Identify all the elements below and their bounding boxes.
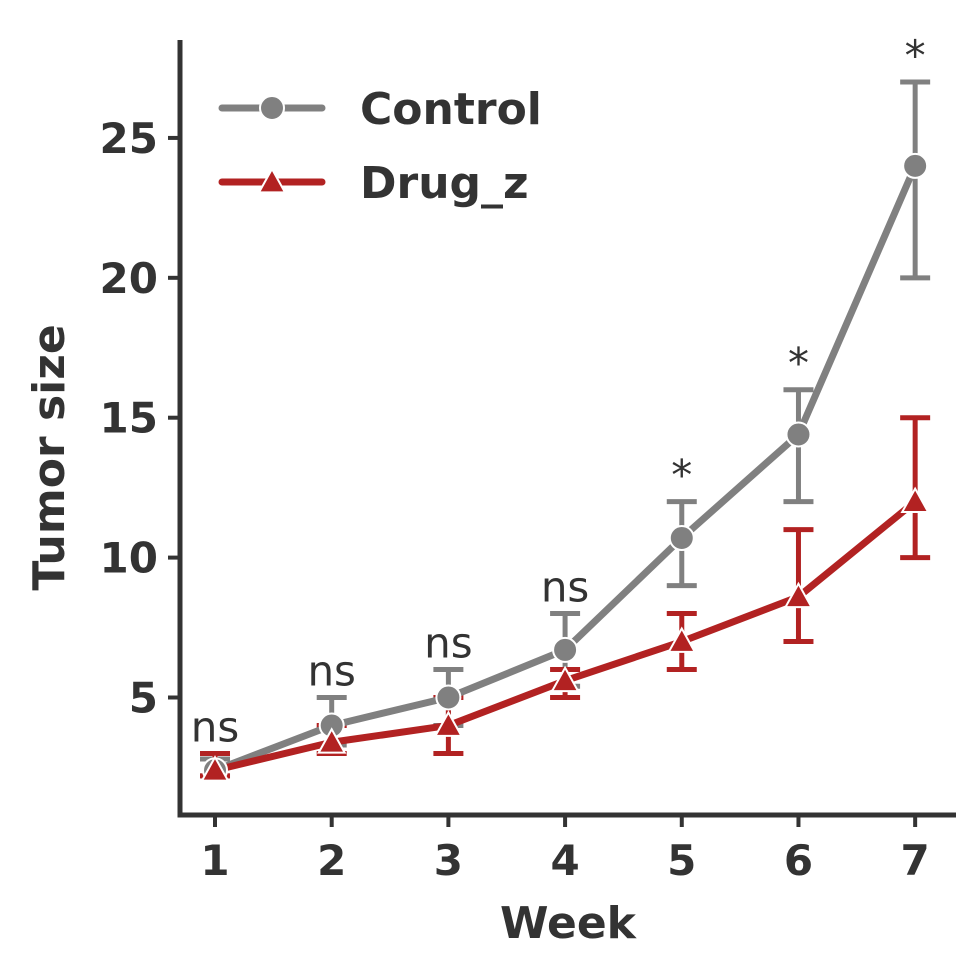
point-Drug_z-2 — [316, 727, 347, 754]
point-Control-4 — [552, 636, 579, 663]
y-tick-label-10: 10 — [100, 534, 158, 583]
significance-label-week-7: * — [905, 31, 926, 80]
legend-label-Drug_z: Drug_z — [360, 158, 529, 209]
legend-label-Control: Control — [360, 84, 542, 135]
legend-item-Control: Control — [218, 84, 542, 135]
significance-label-week-1: ns — [191, 702, 240, 751]
markers — [200, 152, 930, 784]
x-tick-label-5: 5 — [667, 836, 696, 885]
x-tick-label-2: 2 — [317, 836, 346, 885]
significance-labels: ns ns ns ns * * * — [191, 31, 926, 751]
significance-label-week-6: * — [788, 339, 809, 388]
significance-label-week-5: * — [671, 451, 692, 500]
point-Control-5 — [668, 525, 695, 552]
legend-marker-Drug_z — [257, 166, 287, 194]
point-Drug_z-4 — [550, 665, 580, 693]
point-Drug_z-5 — [667, 626, 697, 653]
point-Control-3 — [435, 684, 462, 711]
legend: Control Drug_z — [218, 84, 542, 209]
ticks: 1 2 3 4 5 6 7 5 10 15 20 25 — [100, 114, 930, 885]
point-Control-6 — [785, 421, 812, 448]
point-Drug_z-6 — [783, 581, 814, 609]
point-Drug_z-3 — [433, 710, 464, 737]
point-Control-7 — [902, 152, 929, 179]
y-tick-label-25: 25 — [100, 114, 158, 163]
significance-label-week-2: ns — [307, 646, 356, 695]
x-tick-label-7: 7 — [901, 836, 930, 885]
y-tick-label-5: 5 — [129, 673, 158, 722]
legend-item-Drug_z: Drug_z — [218, 158, 529, 209]
x-tick-label-4: 4 — [550, 836, 579, 885]
x-axis-label: Week — [500, 898, 638, 949]
point-Drug_z-1 — [200, 755, 230, 782]
y-tick-label-20: 20 — [100, 254, 158, 303]
x-tick-label-1: 1 — [200, 836, 229, 885]
significance-label-week-3: ns — [424, 619, 473, 668]
legend-marker-Control — [259, 95, 285, 121]
y-axis-label: Tumor size — [24, 324, 75, 590]
x-tick-label-6: 6 — [784, 836, 813, 885]
axes — [177, 40, 956, 818]
y-tick-label-15: 15 — [100, 394, 158, 443]
significance-label-week-4: ns — [541, 563, 590, 612]
point-Drug_z-7 — [900, 486, 930, 514]
x-tick-label-3: 3 — [434, 836, 463, 885]
